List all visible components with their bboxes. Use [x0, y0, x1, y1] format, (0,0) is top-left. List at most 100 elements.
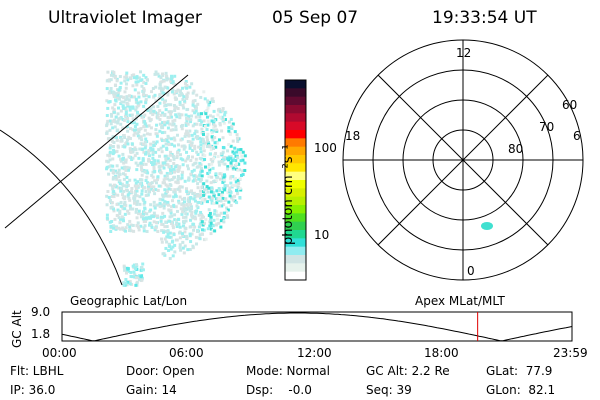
aurora-pixel: [112, 190, 116, 194]
aurora-pixel: [207, 186, 211, 190]
aurora-pixel: [158, 122, 162, 126]
aurora-pixel: [126, 280, 130, 284]
aurora-pixel: [112, 175, 116, 179]
aurora-pixel: [131, 117, 135, 121]
aurora-pixel: [112, 195, 116, 199]
x-tick: 00:00: [42, 346, 77, 360]
aurora-pixel: [220, 160, 224, 164]
aurora-pixel: [129, 223, 133, 227]
aurora-pixel: [169, 164, 173, 168]
aurora-pixel: [127, 168, 131, 172]
aurora-pixel: [143, 211, 147, 215]
aurora-pixel: [138, 182, 142, 186]
aurora-pixel: [203, 188, 207, 192]
aurora-pixel: [135, 276, 139, 280]
aurora-pixel: [189, 196, 193, 200]
aurora-pixel: [116, 106, 120, 110]
aurora-pixel: [174, 194, 178, 198]
aurora-pixel: [222, 220, 226, 224]
aurora-pixel: [196, 229, 200, 233]
aurora-pixel: [142, 90, 146, 94]
aurora-pixel: [170, 178, 174, 182]
aurora-pixel: [109, 229, 113, 233]
aurora-pixel: [109, 112, 113, 116]
aurora-pixel: [201, 146, 205, 150]
aurora-pixel: [180, 232, 184, 236]
aurora-pixel: [217, 193, 221, 197]
aurora-pixel: [111, 187, 115, 191]
aurora-pixel: [163, 174, 167, 178]
aurora-pixel: [160, 150, 164, 154]
aurora-pixel: [124, 114, 128, 118]
aurora-pixel: [147, 95, 151, 99]
aurora-pixel: [223, 113, 227, 117]
aurora-pixel: [159, 215, 163, 219]
aurora-pixel: [166, 91, 170, 95]
aurora-pixel: [162, 203, 166, 207]
aurora-pixel: [123, 75, 127, 79]
aurora-pixel: [175, 222, 179, 226]
aurora-pixel: [229, 204, 233, 208]
aurora-pixel: [210, 201, 214, 205]
aurora-pixel: [152, 165, 156, 169]
aurora-pixel: [134, 80, 138, 84]
aurora-pixel: [184, 159, 188, 163]
aurora-pixel: [209, 157, 213, 161]
aurora-pixel: [168, 165, 172, 169]
aurora-pixel: [172, 203, 176, 207]
aurora-pixel: [170, 74, 174, 78]
aurora-pixel: [128, 219, 132, 223]
aurora-pixel: [110, 139, 114, 143]
aurora-pixel: [243, 154, 247, 158]
aurora-pixel: [182, 224, 186, 228]
grid-line: [4, 74, 189, 229]
aurora-pixel: [181, 207, 185, 211]
aurora-pixel: [134, 187, 138, 191]
aurora-pixel: [185, 203, 189, 207]
aurora-pixel: [178, 185, 182, 189]
aurora-pixel: [190, 133, 194, 137]
aurora-pixel: [163, 154, 167, 158]
aurora-pixel: [109, 87, 113, 91]
aurora-pixel: [147, 190, 151, 194]
aurora-pixel: [120, 187, 124, 191]
aurora-pixel: [126, 117, 130, 121]
aurora-pixel: [144, 82, 148, 86]
aurora-pixel: [151, 189, 155, 193]
aurora-pixel: [143, 170, 147, 174]
aurora-pixel: [142, 73, 146, 77]
aurora-pixel: [223, 211, 227, 215]
aurora-pixel: [194, 104, 198, 108]
aurora-pixel: [108, 146, 112, 150]
aurora-pixel: [168, 256, 172, 260]
aurora-pixel: [199, 143, 203, 147]
aurora-pixel: [150, 225, 154, 229]
aurora-pixel: [236, 185, 240, 189]
aurora-pixel: [136, 163, 140, 167]
aurora-pixel: [203, 199, 207, 203]
aurora-pixel: [191, 244, 195, 248]
aurora-pixel: [136, 132, 140, 136]
aurora-pixel: [179, 248, 183, 252]
aurora-pixel: [141, 197, 145, 201]
aurora-pixel: [205, 200, 209, 204]
aurora-pixel: [214, 145, 218, 149]
aurora-pixel: [116, 112, 120, 116]
aurora-pixel: [106, 106, 110, 110]
aurora-pixel: [144, 101, 148, 105]
aurora-pixel: [208, 170, 212, 174]
aurora-pixel: [200, 120, 204, 124]
aurora-pixel: [108, 128, 112, 132]
aurora-pixel: [207, 208, 211, 212]
aurora-pixel: [158, 82, 162, 86]
aurora-pixel: [136, 225, 140, 229]
aurora-pixel: [166, 163, 170, 167]
aurora-pixel: [238, 151, 242, 155]
aurora-pixel: [181, 123, 185, 127]
aurora-pixel: [105, 194, 109, 198]
aurora-pixel: [181, 103, 185, 107]
aurora-pixel: [214, 179, 218, 183]
aurora-pixel: [117, 186, 121, 190]
aurora-pixel: [193, 144, 197, 148]
aurora-pixel: [153, 159, 157, 163]
